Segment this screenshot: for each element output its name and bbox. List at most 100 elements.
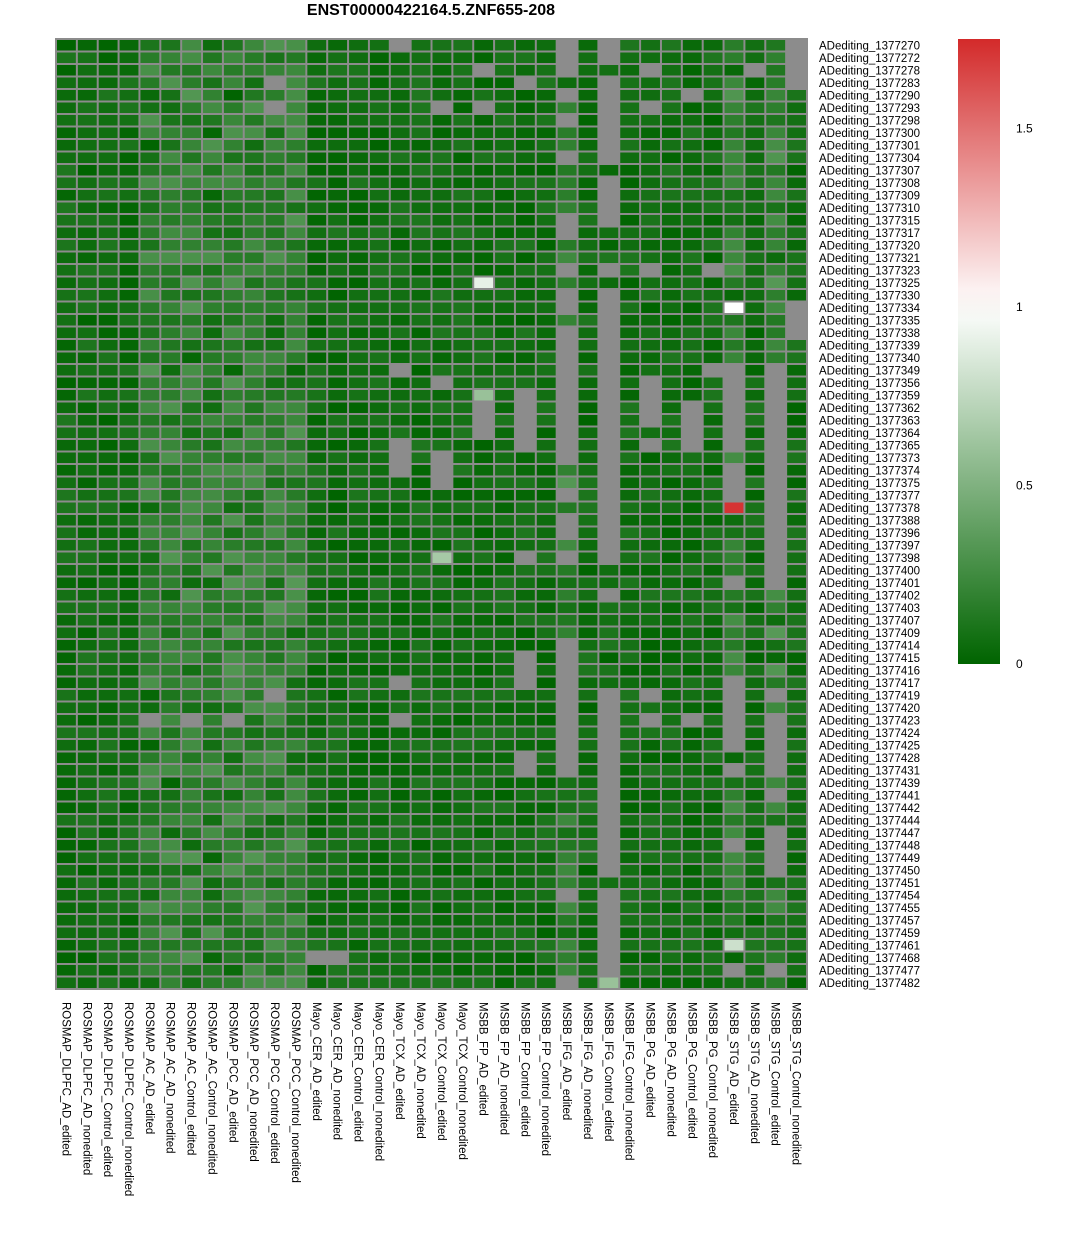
- heatmap-cell: [140, 40, 160, 51]
- heatmap-cell: [515, 165, 535, 176]
- heatmap-cell: [432, 227, 452, 238]
- heatmap-cell: [307, 465, 327, 476]
- heatmap-cell: [661, 915, 681, 926]
- heatmap-cell: [286, 590, 306, 601]
- heatmap-cell: [432, 365, 452, 376]
- heatmap-cell: [787, 940, 806, 951]
- heatmap-cell: [265, 115, 285, 126]
- heatmap-cell: [244, 340, 264, 351]
- heatmap-cell: [661, 465, 681, 476]
- heatmap-cell: [703, 702, 723, 713]
- heatmap-cell: [766, 565, 786, 576]
- heatmap-cell: [620, 640, 640, 651]
- heatmap-cell: [349, 702, 368, 713]
- heatmap-cell: [119, 890, 139, 901]
- heatmap-cell: [766, 552, 786, 563]
- heatmap-cell: [265, 740, 285, 751]
- heatmap-cell: [369, 340, 389, 351]
- heatmap-cell: [265, 965, 285, 976]
- heatmap-cell: [682, 65, 702, 76]
- heatmap-cell: [161, 965, 181, 976]
- heatmap-cell: [495, 402, 514, 413]
- heatmap-cell: [432, 465, 452, 476]
- heatmap-cell: [307, 102, 327, 113]
- heatmap-cell: [724, 390, 744, 401]
- heatmap-cell: [620, 415, 640, 426]
- heatmap-cell: [223, 227, 243, 238]
- heatmap-cell: [620, 627, 640, 638]
- heatmap-cell: [766, 352, 786, 363]
- heatmap-cell: [557, 40, 577, 51]
- heatmap-cell: [641, 877, 660, 888]
- heatmap-cell: [745, 690, 765, 701]
- heatmap-cell: [578, 390, 598, 401]
- heatmap-cell: [766, 465, 786, 476]
- heatmap-cell: [682, 940, 702, 951]
- heatmap-cell: [411, 265, 431, 276]
- heatmap-cell: [453, 177, 473, 188]
- heatmap-cell: [349, 227, 368, 238]
- heatmap-cell: [620, 127, 640, 138]
- heatmap-cell: [536, 827, 556, 838]
- heatmap-cell: [411, 302, 431, 313]
- heatmap-cell: [495, 565, 514, 576]
- heatmap-cell: [661, 702, 681, 713]
- heatmap-cells: [55, 38, 808, 990]
- heatmap-cell: [661, 640, 681, 651]
- heatmap-cell: [641, 377, 660, 388]
- heatmap-cell: [411, 877, 431, 888]
- heatmap-cell: [620, 65, 640, 76]
- heatmap-cell: [682, 927, 702, 938]
- heatmap-cell: [724, 77, 744, 88]
- heatmap-cell: [390, 265, 410, 276]
- heatmap-cell: [223, 352, 243, 363]
- heatmap-cell: [390, 77, 410, 88]
- heatmap-cell: [557, 702, 577, 713]
- heatmap-cell: [787, 302, 806, 313]
- heatmap-cell: [766, 965, 786, 976]
- heatmap-cell: [787, 252, 806, 263]
- heatmap-cell: [369, 440, 389, 451]
- heatmap-cell: [703, 615, 723, 626]
- heatmap-cell: [369, 40, 389, 51]
- heatmap-cell: [119, 502, 139, 513]
- heatmap-cell: [57, 290, 76, 301]
- heatmap-cell: [349, 190, 368, 201]
- heatmap-cell: [182, 452, 202, 463]
- heatmap-cell: [724, 615, 744, 626]
- heatmap-cell: [787, 52, 806, 63]
- heatmap-cell: [724, 515, 744, 526]
- heatmap-cell: [182, 527, 202, 538]
- row-label: ADediting_1377402: [819, 590, 920, 602]
- heatmap-cell: [140, 202, 160, 213]
- heatmap-cell: [140, 777, 160, 788]
- heatmap-cell: [77, 715, 97, 726]
- heatmap-cell: [203, 590, 222, 601]
- heatmap-cell: [223, 315, 243, 326]
- heatmap-cell: [286, 302, 306, 313]
- heatmap-cell: [369, 740, 389, 751]
- heatmap-cell: [661, 577, 681, 588]
- heatmap-cell: [620, 52, 640, 63]
- heatmap-cell: [745, 915, 765, 926]
- heatmap-cell: [182, 277, 202, 288]
- heatmap-cell: [98, 302, 118, 313]
- heatmap-cell: [432, 865, 452, 876]
- heatmap-cell: [369, 702, 389, 713]
- heatmap-cell: [682, 852, 702, 863]
- heatmap-cell: [432, 477, 452, 488]
- heatmap-cell: [223, 752, 243, 763]
- heatmap-cell: [641, 715, 660, 726]
- heatmap-cell: [536, 327, 556, 338]
- heatmap-cell: [599, 290, 619, 301]
- heatmap-cell: [140, 490, 160, 501]
- heatmap-cell: [223, 977, 243, 988]
- heatmap-cell: [745, 215, 765, 226]
- heatmap-cell: [787, 977, 806, 988]
- heatmap-cell: [328, 777, 348, 788]
- heatmap-cell: [724, 665, 744, 676]
- row-label: ADediting_1377356: [819, 378, 920, 390]
- heatmap-cell: [369, 377, 389, 388]
- heatmap-cell: [119, 265, 139, 276]
- heatmap-cell: [244, 527, 264, 538]
